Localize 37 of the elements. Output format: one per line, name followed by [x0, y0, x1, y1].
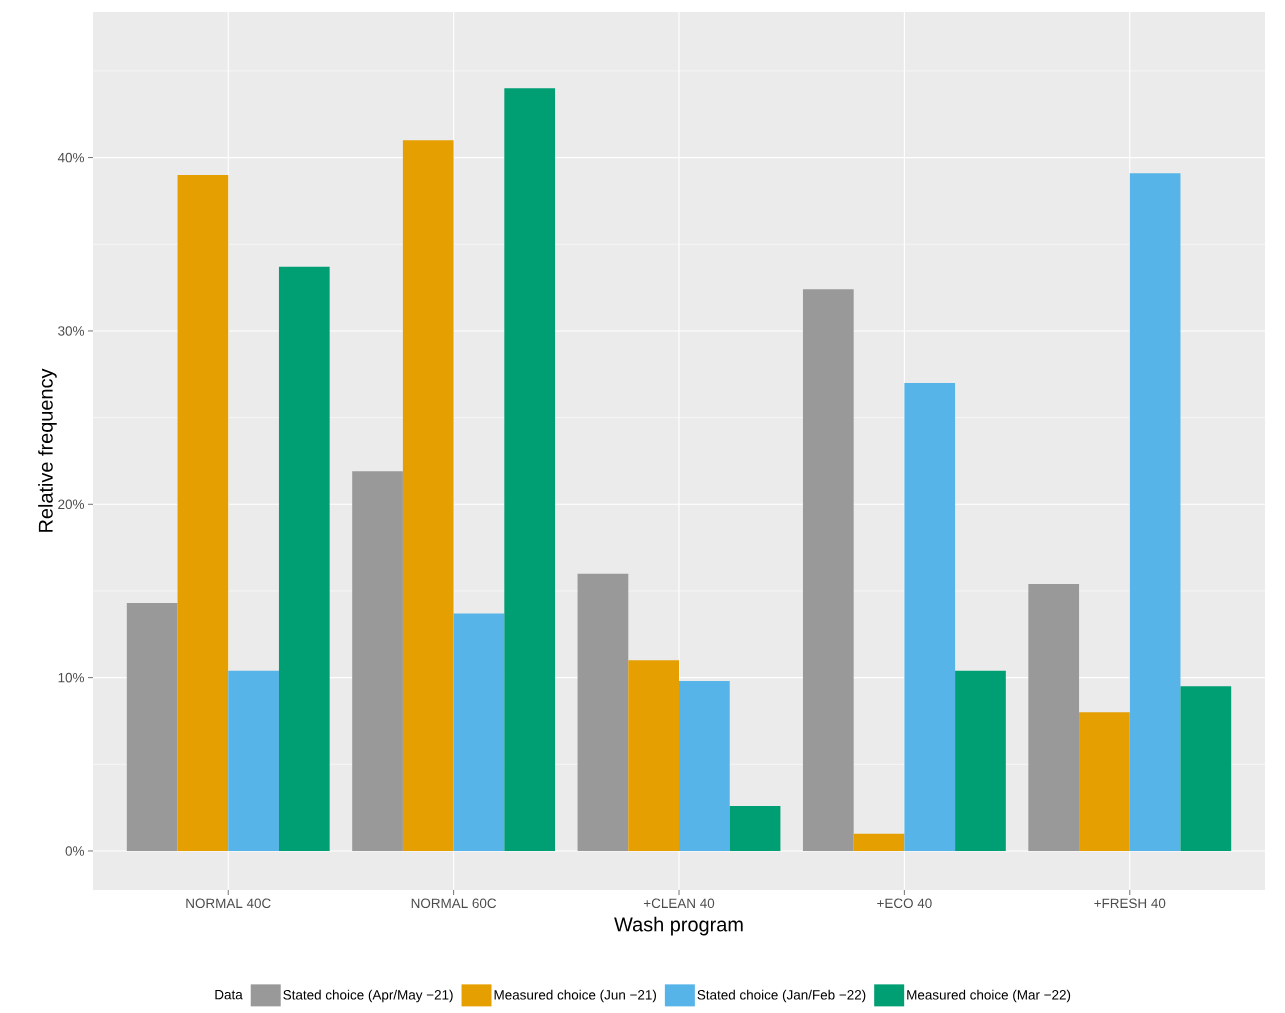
bar: [126, 603, 178, 851]
bar: [679, 681, 730, 851]
bar: [352, 471, 403, 851]
x-axis-title: Wash program: [614, 916, 743, 936]
bar: [904, 382, 956, 851]
bar: [1180, 686, 1232, 851]
bar: [853, 833, 905, 851]
y-tick-label: 30%: [58, 326, 85, 336]
bar: [729, 805, 781, 851]
bar: [955, 670, 1006, 851]
bar: [402, 140, 454, 851]
legend-label: Stated choice (Jan/Feb −22): [697, 989, 866, 1003]
bar: [628, 660, 679, 851]
bar: [577, 573, 629, 851]
legend-title: Data: [215, 989, 243, 1000]
y-tick-label: 20%: [58, 499, 85, 510]
bar: [177, 174, 229, 851]
x-tick-label: +ECO 40: [877, 898, 932, 909]
legend-label: Measured choice (Jun −21): [494, 989, 656, 1003]
legend-label: Measured choice (Mar −22): [907, 989, 1071, 1003]
bar: [228, 670, 279, 851]
y-tick-label: 40%: [57, 152, 85, 163]
bar: [278, 266, 330, 851]
bar: [453, 613, 505, 851]
bar: [802, 289, 854, 851]
legend-label: Stated choice (Apr/May −21): [283, 989, 453, 1003]
bar: [1129, 173, 1181, 851]
bar: [504, 88, 556, 851]
x-tick-label: +CLEAN 40: [643, 898, 715, 909]
bar: [1028, 584, 1080, 851]
y-tick-label: 10%: [58, 672, 85, 683]
x-tick-label: +FRESH 40: [1094, 898, 1166, 909]
y-axis-title: Relative frequency: [38, 368, 57, 532]
x-tick-label: NORMAL 40C: [186, 898, 271, 909]
x-tick-label: NORMAL 60C: [411, 898, 497, 909]
bar: [1079, 712, 1130, 851]
y-tick-label: 0%: [65, 846, 85, 856]
